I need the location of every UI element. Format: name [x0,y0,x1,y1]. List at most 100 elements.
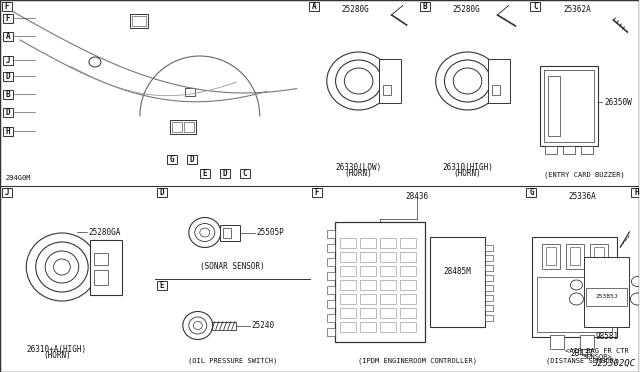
Ellipse shape [570,293,584,305]
Bar [399,308,415,318]
Text: (ENTRY CARD BUZZER): (ENTRY CARD BUZZER) [543,171,624,178]
Bar [527,188,536,197]
Bar [380,252,396,262]
Bar [545,146,557,154]
Bar [484,245,493,251]
Bar [312,188,322,197]
Text: A: A [6,32,10,41]
Text: (DISTANSE SENSOR): (DISTANSE SENSOR) [546,357,618,364]
Ellipse shape [632,276,640,286]
Text: (OIL PRESSURE SWITCH): (OIL PRESSURE SWITCH) [188,357,277,364]
Bar [380,294,396,304]
Text: 25505P: 25505P [257,228,285,237]
Text: 28437: 28437 [570,349,593,358]
Bar [570,247,580,265]
Text: H: H [6,126,10,135]
Bar [157,281,167,290]
Bar [3,108,13,116]
Bar [170,120,196,134]
Text: 294G0M: 294G0M [5,175,31,181]
Text: F: F [4,2,10,11]
Bar [340,308,356,318]
Bar [3,90,13,99]
Bar [360,294,376,304]
Bar [90,240,122,295]
Text: J25302QC: J25302QC [593,359,636,368]
Bar [538,277,612,332]
Text: 25362A: 25362A [563,5,591,14]
Bar [540,66,598,146]
Text: 28436: 28436 [406,192,429,201]
Bar [380,266,396,276]
Text: 26310(HIGH): 26310(HIGH) [442,163,493,172]
Bar [200,169,210,177]
Bar [543,244,561,269]
Text: 98581: 98581 [595,332,618,341]
Bar [130,14,148,28]
Ellipse shape [89,57,101,67]
Ellipse shape [189,317,207,334]
Ellipse shape [183,311,212,340]
Text: (HORN): (HORN) [345,169,372,178]
Bar [3,126,13,135]
Ellipse shape [200,228,210,237]
Text: (HORN): (HORN) [43,351,71,360]
Bar [185,88,195,96]
Text: 25385J: 25385J [596,295,618,299]
Text: 25280G: 25280G [342,5,369,14]
Text: 28485M: 28485M [443,267,471,276]
Bar [545,70,595,142]
Bar [326,328,335,336]
Ellipse shape [36,242,88,292]
Bar [492,85,499,95]
Bar [360,308,376,318]
Text: (IPDM ENGINEROOM CONTROLLER): (IPDM ENGINEROOM CONTROLLER) [358,357,477,364]
Bar [326,314,335,322]
Bar [566,244,584,269]
Bar [3,32,13,41]
Bar [379,59,401,103]
Text: (SONAR SENSOR): (SONAR SENSOR) [200,262,265,271]
Bar [340,294,356,304]
Bar [340,322,356,332]
Bar [525,186,639,372]
Ellipse shape [54,259,70,275]
Ellipse shape [189,218,221,247]
Bar [429,237,484,327]
Bar [360,252,376,262]
Bar [595,247,604,265]
Ellipse shape [436,52,499,110]
Text: 25280G: 25280G [452,5,480,14]
Bar [223,228,231,237]
Bar [326,258,335,266]
Ellipse shape [570,280,582,290]
Bar [340,266,356,276]
Bar [532,237,618,337]
Bar [547,247,556,265]
Bar [187,154,197,164]
Bar [420,2,429,11]
Text: 26350W: 26350W [604,97,632,106]
Bar [184,122,194,132]
Ellipse shape [630,293,640,305]
Bar [484,315,493,321]
Bar [581,146,593,154]
Bar [586,288,627,306]
Text: G: G [529,188,534,197]
Bar [399,266,415,276]
Bar [212,321,236,330]
Ellipse shape [444,60,491,102]
Text: SENSOR>: SENSOR> [582,354,612,360]
Bar [484,275,493,281]
Text: J: J [4,188,10,197]
Bar [157,188,167,197]
Bar [399,322,415,332]
Bar [307,0,417,186]
Text: H: H [634,188,639,197]
Bar [584,257,629,327]
Bar [360,266,376,276]
Text: <AIR BAG FR CTR: <AIR BAG FR CTR [565,348,628,354]
Bar [94,270,108,285]
Bar [2,188,12,197]
Text: C: C [243,169,247,177]
